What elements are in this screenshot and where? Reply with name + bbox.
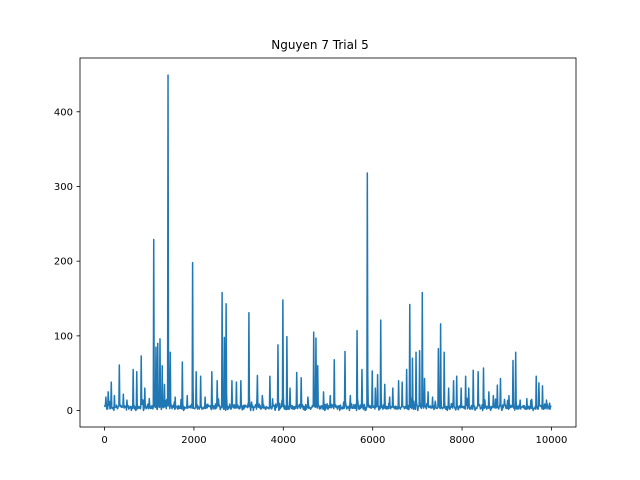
- series-line: [103, 74, 552, 412]
- x-tick-label: 0: [101, 435, 107, 446]
- axes-frame: [79, 57, 577, 428]
- y-tick-label: 0: [67, 406, 73, 417]
- x-tick-label: 2000: [181, 435, 206, 446]
- x-tick-label: 6000: [360, 435, 385, 446]
- y-tick-label: 400: [54, 107, 73, 118]
- x-tick-label: 10000: [536, 435, 568, 446]
- y-tick-label: 100: [54, 331, 73, 342]
- plot-area: [103, 74, 552, 412]
- x-tick-label: 8000: [449, 435, 474, 446]
- y-tick-label: 300: [54, 182, 73, 193]
- chart-title: Nguyen 7 Trial 5: [271, 38, 369, 52]
- y-tick-label: 200: [54, 257, 73, 268]
- x-tick-label: 4000: [271, 435, 296, 446]
- axes: 0 2000 4000 6000 8000 10000 0 100 200 300 400: [54, 57, 577, 446]
